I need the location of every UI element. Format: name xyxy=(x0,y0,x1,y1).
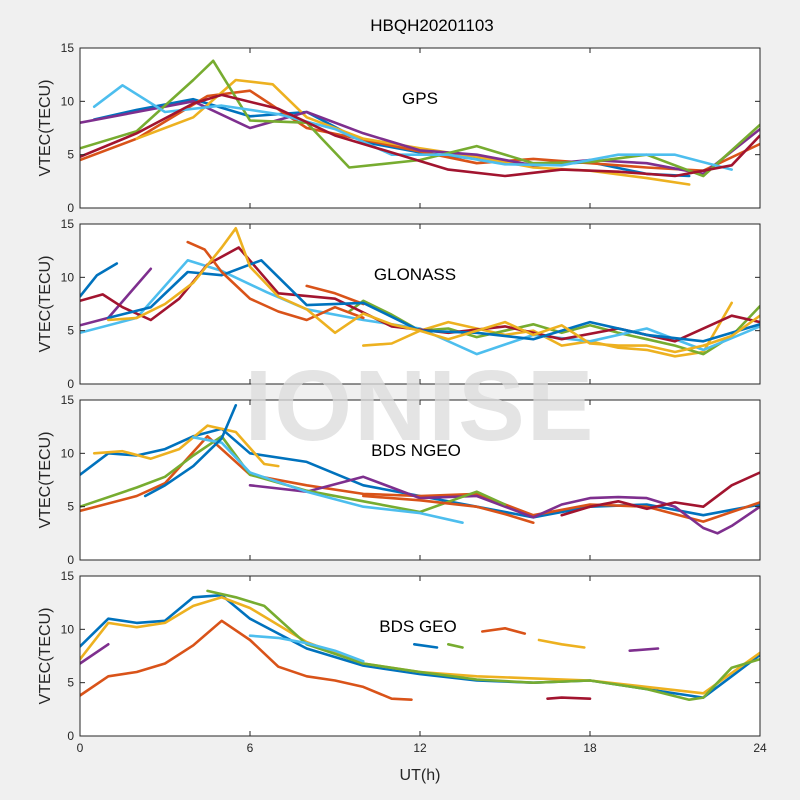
y-tick-label: 15 xyxy=(61,217,75,231)
series-line xyxy=(446,642,464,649)
series-line xyxy=(80,262,119,298)
series-line xyxy=(305,284,365,306)
series-line xyxy=(107,227,760,354)
series-line xyxy=(480,626,527,635)
y-axis-label: VTEC(TECU) xyxy=(37,80,54,177)
series-line xyxy=(537,638,586,649)
y-axis-label: VTEC(TECU) xyxy=(37,608,54,705)
x-tick-label: 6 xyxy=(247,741,254,755)
y-tick-label: 5 xyxy=(67,324,74,338)
x-tick-label: 24 xyxy=(753,741,767,755)
series-line xyxy=(546,696,592,701)
y-tick-label: 5 xyxy=(67,148,74,162)
y-tick-label: 0 xyxy=(67,553,74,567)
series-line xyxy=(186,240,365,322)
y-tick-label: 0 xyxy=(67,201,74,215)
y-tick-label: 10 xyxy=(61,94,75,108)
panel-label: BDS GEO xyxy=(379,617,456,636)
panel-label: GLONASS xyxy=(374,265,456,284)
series-line xyxy=(80,619,413,702)
y-tick-label: 0 xyxy=(67,377,74,391)
y-axis-label: VTEC(TECU) xyxy=(37,256,54,353)
series-line xyxy=(80,100,760,176)
series-line xyxy=(80,642,110,665)
panel-gps: 0 5 10 15 GPS VTEC(TECU) xyxy=(37,41,761,215)
y-axis-label: VTEC(TECU) xyxy=(37,432,54,529)
series-line xyxy=(412,642,439,649)
series-line xyxy=(80,434,507,514)
chart-title: HBQH20201103 xyxy=(370,16,494,35)
panel-bds-ngeo: 0 5 10 15 BDS NGEO VTEC(TECU) xyxy=(37,393,761,567)
series-line xyxy=(80,593,760,699)
x-axis-label: UT(h) xyxy=(400,767,441,784)
y-tick-label: 15 xyxy=(61,41,75,55)
y-tick-label: 15 xyxy=(61,393,75,407)
plot-area xyxy=(80,400,760,560)
series-group xyxy=(80,227,760,358)
plot-area xyxy=(80,224,760,384)
y-tick-label: 10 xyxy=(61,270,75,284)
series-line xyxy=(143,403,238,498)
panel-label: GPS xyxy=(402,89,438,108)
series-line xyxy=(248,475,760,535)
series-line xyxy=(206,589,760,702)
y-tick-label: 10 xyxy=(61,446,75,460)
plot-area xyxy=(80,48,760,208)
series-line xyxy=(361,494,535,525)
y-tick-label: 5 xyxy=(67,500,74,514)
y-tick-label: 0 xyxy=(67,729,74,743)
series-line xyxy=(107,258,760,343)
series-group xyxy=(80,59,760,186)
series-line xyxy=(192,435,464,525)
x-tick-label: 18 xyxy=(583,741,597,755)
y-tick-label: 10 xyxy=(61,622,75,636)
panel-label: BDS NGEO xyxy=(371,441,461,460)
x-tick-label: 0 xyxy=(77,741,84,755)
panel-glonass: 0 5 10 15 GLONASS VTEC(TECU) xyxy=(37,217,761,391)
y-tick-label: 5 xyxy=(67,676,74,690)
series-line xyxy=(92,84,734,171)
series-line xyxy=(248,634,365,663)
series-line xyxy=(80,93,760,178)
series-group xyxy=(80,589,760,702)
series-line xyxy=(560,471,760,517)
series-group xyxy=(80,403,760,535)
panel-bds-geo: 0 5 10 15 0 6 12 18 24 BDS GEO VTEC(TECU) xyxy=(37,569,767,755)
y-tick-label: 15 xyxy=(61,569,75,583)
series-line xyxy=(628,647,660,653)
chart-panels: 0 5 10 15 GPS VTEC(TECU) 0 5 10 15 GLONASS VTEC(TEC… xyxy=(37,41,767,755)
watermark-text: IONISE xyxy=(245,350,596,462)
plot-area xyxy=(80,576,760,736)
x-tick-label: 12 xyxy=(413,741,427,755)
